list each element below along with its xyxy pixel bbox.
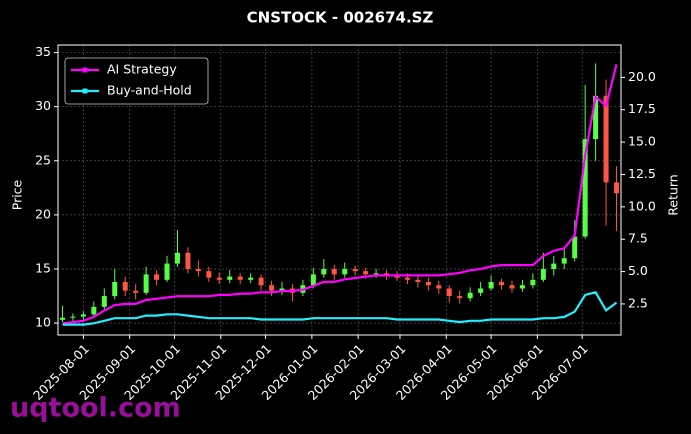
plot-frame <box>57 44 622 336</box>
candle-body <box>436 285 442 289</box>
y2-tick-label: 2.5 <box>628 295 648 310</box>
y-tick-label: 25 <box>35 152 51 167</box>
line-series <box>62 64 618 325</box>
candle-body <box>593 95 599 140</box>
candle-body <box>122 281 128 291</box>
candle-body <box>614 182 620 194</box>
candle-body <box>133 290 139 293</box>
y2-tick-label: 10.0 <box>628 198 656 213</box>
candle-body <box>488 281 494 289</box>
candle-body <box>509 285 515 289</box>
y2-tick-label: 20.0 <box>628 69 656 84</box>
candle-body <box>540 268 546 280</box>
candle-body <box>342 268 348 275</box>
legend-label: Buy-and-Hold <box>107 83 192 98</box>
y-tick-label: 15 <box>35 260 51 275</box>
legend-marker <box>82 88 88 94</box>
y-tick-label: 10 <box>35 315 51 330</box>
candle-body <box>404 277 410 280</box>
legend-marker <box>82 67 88 73</box>
candle-body <box>415 279 421 282</box>
candle-body <box>164 263 170 280</box>
y2-tick-label: 15.0 <box>628 134 656 149</box>
line-series <box>62 291 618 326</box>
y-tick-label: 20 <box>35 206 51 221</box>
y2-tick-label: 5.0 <box>628 263 648 278</box>
candle-body <box>70 316 76 318</box>
legend-label: AI Strategy <box>107 62 177 77</box>
candle-body <box>195 268 201 272</box>
candle-body <box>352 268 358 272</box>
candle-body <box>112 281 118 297</box>
candle-body <box>582 139 588 237</box>
watermark: uqtool.com <box>10 393 181 424</box>
candle-body <box>248 277 254 280</box>
candle-body <box>499 281 505 286</box>
candle-body <box>373 273 379 275</box>
y-tick-label: 30 <box>35 98 51 113</box>
legend-box <box>64 57 209 105</box>
candle-body <box>206 271 212 278</box>
y2-tick-label: 12.5 <box>628 166 656 181</box>
y2-tick-label: 7.5 <box>628 231 648 246</box>
chart-title: CNSTOCK - 002674.SZ <box>247 9 434 27</box>
y-tick-label: 35 <box>35 44 51 59</box>
candle-body <box>603 95 609 183</box>
candle-body <box>363 271 369 275</box>
candle-body <box>227 276 233 280</box>
candle-body <box>185 252 191 269</box>
candle-body <box>331 268 337 275</box>
candle-body <box>258 277 264 286</box>
y-axis-label: Price <box>10 179 25 210</box>
candle-body <box>143 274 149 293</box>
candle-body <box>216 277 222 280</box>
candle-body <box>561 258 567 264</box>
candle-body <box>572 236 578 259</box>
candle-body <box>478 288 484 293</box>
y2-tick-label: 17.5 <box>628 101 656 116</box>
candle-body <box>154 274 160 280</box>
candle-body <box>457 296 463 299</box>
candle-body <box>91 306 97 315</box>
candle-body <box>446 288 452 297</box>
candle-body <box>59 317 65 320</box>
candle-body <box>237 276 243 280</box>
candle-body <box>321 268 327 275</box>
candle-body <box>310 274 316 286</box>
candle-body <box>530 279 536 286</box>
candle-body <box>519 285 525 289</box>
candle-body <box>467 292 473 299</box>
candle-body <box>394 275 400 278</box>
candle-body <box>174 252 180 264</box>
candle-body <box>80 314 86 317</box>
candle-body <box>425 281 431 286</box>
y2-axis-label: Return <box>666 174 681 215</box>
candle-body <box>101 296 107 307</box>
candle-body <box>269 285 275 291</box>
candle-body <box>551 263 557 269</box>
candle-body <box>279 288 285 291</box>
